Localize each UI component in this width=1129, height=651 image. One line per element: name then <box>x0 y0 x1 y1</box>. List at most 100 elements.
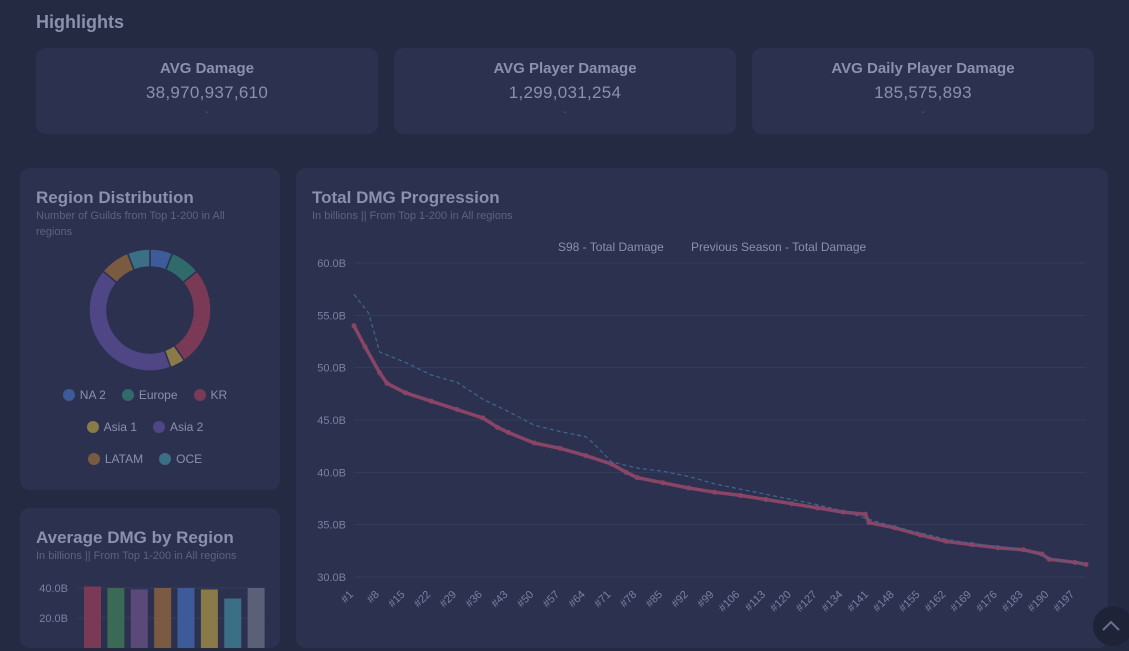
total-dmg-panel: Total DMG Progression In billions || Fro… <box>296 168 1108 648</box>
bar-europe <box>107 588 125 648</box>
avg-dmg-region-panel: Average DMG by Region In billions || Fro… <box>20 508 280 648</box>
legend-label-series-0: S98 - Total Damage <box>558 240 664 254</box>
x-tick-label: #64 <box>566 589 587 610</box>
bar-asia-1 <box>154 588 172 648</box>
legend-item-latam[interactable]: LATAM <box>87 452 144 466</box>
highlights-title: Highlights <box>36 12 124 32</box>
donut-legend-row: Asia 1 Asia 2 <box>20 420 270 434</box>
series-point <box>969 542 975 548</box>
scroll-top-button[interactable] <box>1093 606 1129 646</box>
legend-swatch <box>159 453 172 465</box>
y-tick-label: 35.0B <box>317 520 346 532</box>
x-tick-label: #162 <box>923 589 949 615</box>
series-point <box>623 469 629 475</box>
series-point <box>454 407 460 413</box>
series-point <box>505 430 511 436</box>
series-point <box>377 370 383 376</box>
x-tick-label: #141 <box>845 589 871 615</box>
legend-label: Asia 2 <box>170 420 204 434</box>
total-dmg-subtitle: In billions || From Top 1-200 in All reg… <box>312 210 513 222</box>
y-tick-label: 40.0B <box>317 467 346 479</box>
donut-slice-oce <box>126 248 151 271</box>
x-tick-label: #99 <box>695 589 716 610</box>
bar-na-2 <box>84 586 101 648</box>
donut-slice-asia-2 <box>88 270 172 372</box>
x-tick-label: #190 <box>1026 589 1052 615</box>
series-line-1 <box>353 294 1087 567</box>
region-distribution-title: Region Distribution <box>36 188 194 207</box>
series-point <box>557 445 563 451</box>
series-point <box>1020 547 1026 553</box>
x-tick-label: #106 <box>717 589 743 615</box>
series-point <box>428 398 434 404</box>
legend-item-asia-2[interactable]: Asia 2 <box>153 420 203 434</box>
series-point <box>995 545 1001 551</box>
series-point <box>660 480 666 486</box>
legend-item-europe[interactable]: Europe <box>121 388 178 402</box>
x-tick-label: #85 <box>644 589 665 610</box>
series-point <box>362 344 368 350</box>
legend-swatch <box>87 453 100 465</box>
legend-label: NA 2 <box>79 388 106 402</box>
series-line-0 <box>352 324 1087 567</box>
x-tick-label: #57 <box>541 589 562 610</box>
series-point <box>737 492 743 498</box>
legend-item-kr[interactable]: KR <box>193 388 227 402</box>
highlight-sub: - <box>563 107 567 118</box>
legend-item-na-2[interactable]: NA 2 <box>62 388 106 402</box>
y-tick-label: 40.0B <box>39 583 68 595</box>
x-tick-label: #148 <box>871 589 897 615</box>
x-tick-label: #92 <box>669 589 690 610</box>
bar-oce <box>224 598 242 648</box>
region-donut-chart <box>88 248 212 372</box>
highlight-value: 185,575,893 <box>874 83 972 102</box>
series-point <box>862 511 868 517</box>
avg-dmg-bar-chart: 40.0B 20.0B <box>39 583 265 648</box>
highlight-card-avg-player-damage: AVG Player Damage 1,299,031,254 - <box>394 48 736 134</box>
highlight-label: AVG Damage <box>160 60 254 77</box>
series-point <box>583 453 589 459</box>
series-point <box>1083 561 1089 567</box>
x-tick-label: #134 <box>820 589 846 615</box>
series-point <box>384 380 390 386</box>
x-tick-label: #22 <box>412 589 433 610</box>
x-tick-label: #71 <box>592 589 613 610</box>
x-tick-label: #50 <box>515 589 536 610</box>
x-tick-label: #169 <box>948 589 974 615</box>
x-tick-label: #155 <box>897 589 923 615</box>
highlight-value: 38,970,937,610 <box>145 83 269 102</box>
x-tick-label: #78 <box>618 589 639 610</box>
series-point <box>866 520 872 526</box>
series-point <box>943 538 949 544</box>
highlight-value: 1,299,031,254 <box>508 83 622 102</box>
legend-label-series-1: Previous Season - Total Damage <box>691 240 867 254</box>
bar-kr <box>130 589 148 648</box>
highlight-label: AVG Player Damage <box>493 60 637 77</box>
donut-legend-row: LATAM OCE <box>20 452 270 466</box>
legend-label: Asia 1 <box>103 420 137 434</box>
series-point <box>351 323 357 329</box>
x-tick-label: #1 <box>339 589 356 606</box>
x-tick-label: #8 <box>365 589 382 606</box>
total-dmg-title: Total DMG Progression <box>312 188 500 207</box>
y-tick-label: 45.0B <box>317 415 346 427</box>
series-point <box>763 497 769 503</box>
legend-label: Europe <box>138 388 178 402</box>
bar-asia-2 <box>177 588 195 648</box>
region-distribution-subtitle: Number of Guilds from Top 1-200 in All r… <box>36 210 225 238</box>
series-point <box>634 475 640 481</box>
highlight-sub: - <box>205 107 209 118</box>
x-tick-label: #197 <box>1051 589 1077 615</box>
y-tick-label: 30.0B <box>317 572 346 584</box>
y-tick-label: 50.0B <box>317 363 346 375</box>
legend-label: LATAM <box>104 452 144 466</box>
legend-label: OCE <box>176 452 203 466</box>
avg-dmg-region-title: Average DMG by Region <box>36 528 234 547</box>
series-point <box>480 415 486 421</box>
series-point <box>789 501 795 507</box>
avg-dmg-region-subtitle: In billions || From Top 1-200 in All reg… <box>36 550 237 562</box>
series-point <box>531 440 537 446</box>
legend-item-oce[interactable]: OCE <box>159 452 202 466</box>
legend-item-asia-1[interactable]: Asia 1 <box>86 420 137 434</box>
